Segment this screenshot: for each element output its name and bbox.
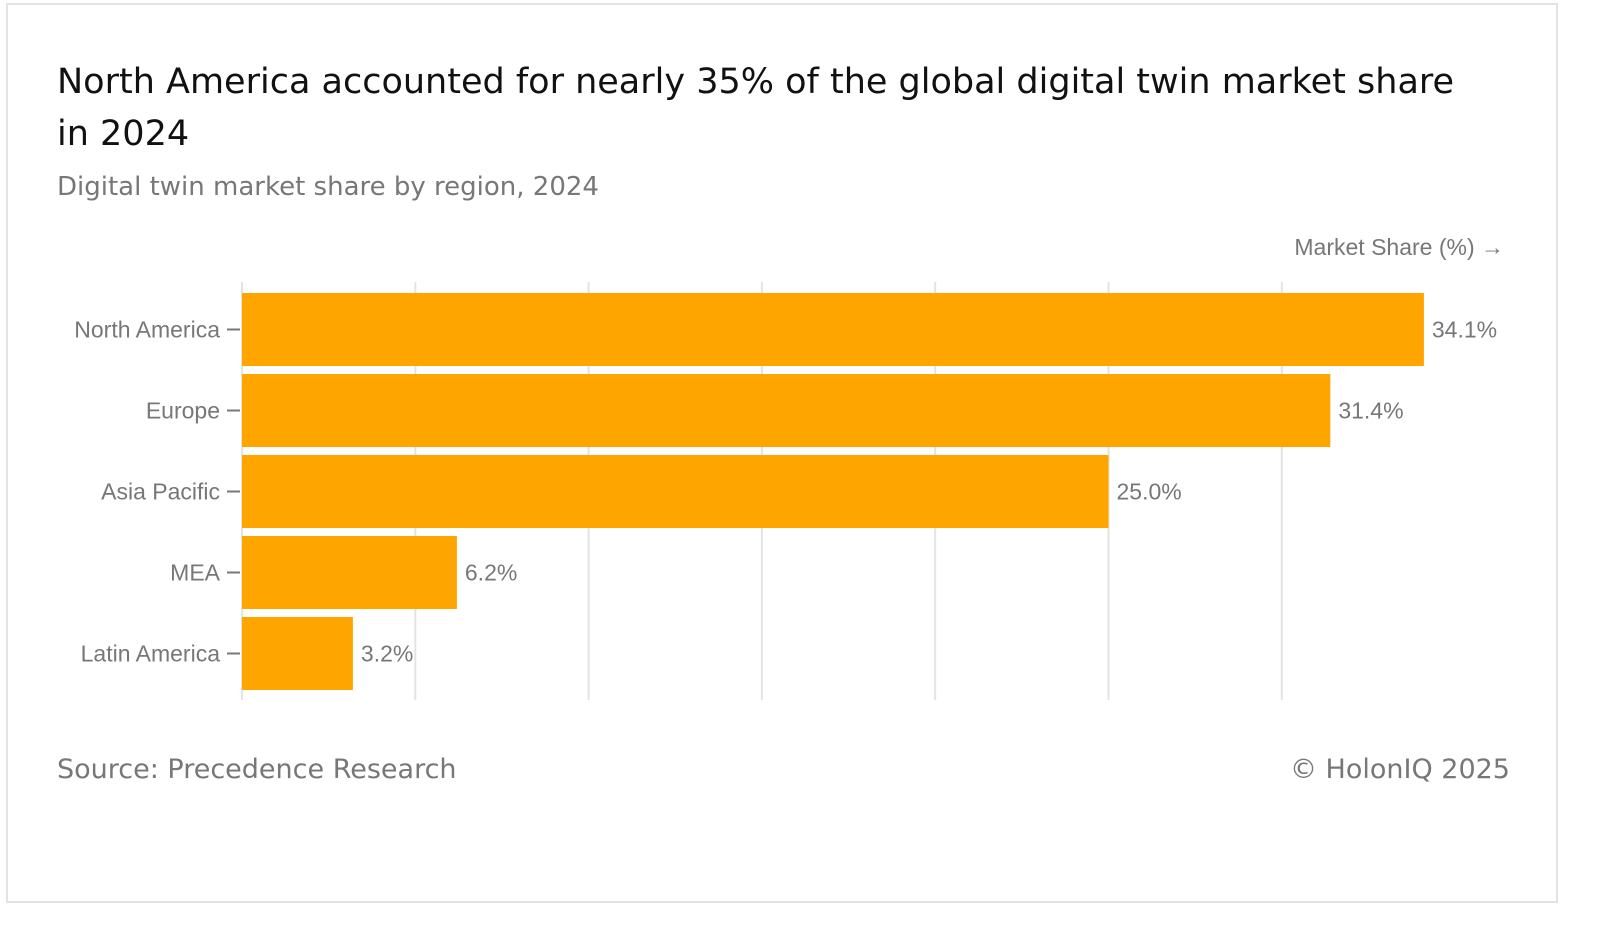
bar xyxy=(242,617,353,690)
data-label: 6.2% xyxy=(465,560,517,586)
copyright-note: © HolonIQ 2025 xyxy=(1289,754,1510,785)
data-label: 3.2% xyxy=(361,641,413,667)
y-tick-label: Europe xyxy=(146,398,220,424)
bar xyxy=(242,536,457,609)
data-label: 34.1% xyxy=(1432,317,1497,343)
chart-title: North America accounted for nearly 35% o… xyxy=(57,62,1455,154)
bar xyxy=(242,293,1424,366)
chart-subtitle: Digital twin market share by region, 202… xyxy=(57,172,599,202)
x-axis-label: Market Share (%) → xyxy=(1294,234,1504,260)
y-tick-label: North America xyxy=(74,317,220,343)
source-note: Source: Precedence Research xyxy=(57,754,457,785)
bar xyxy=(242,374,1331,447)
chart-frame xyxy=(6,3,1558,903)
y-tick-label: MEA xyxy=(170,560,221,586)
data-label: 31.4% xyxy=(1338,398,1403,424)
data-label: 25.0% xyxy=(1117,479,1182,505)
y-tick-label: Asia Pacific xyxy=(101,479,220,505)
bar xyxy=(242,455,1109,528)
y-tick-label: Latin America xyxy=(81,641,221,667)
